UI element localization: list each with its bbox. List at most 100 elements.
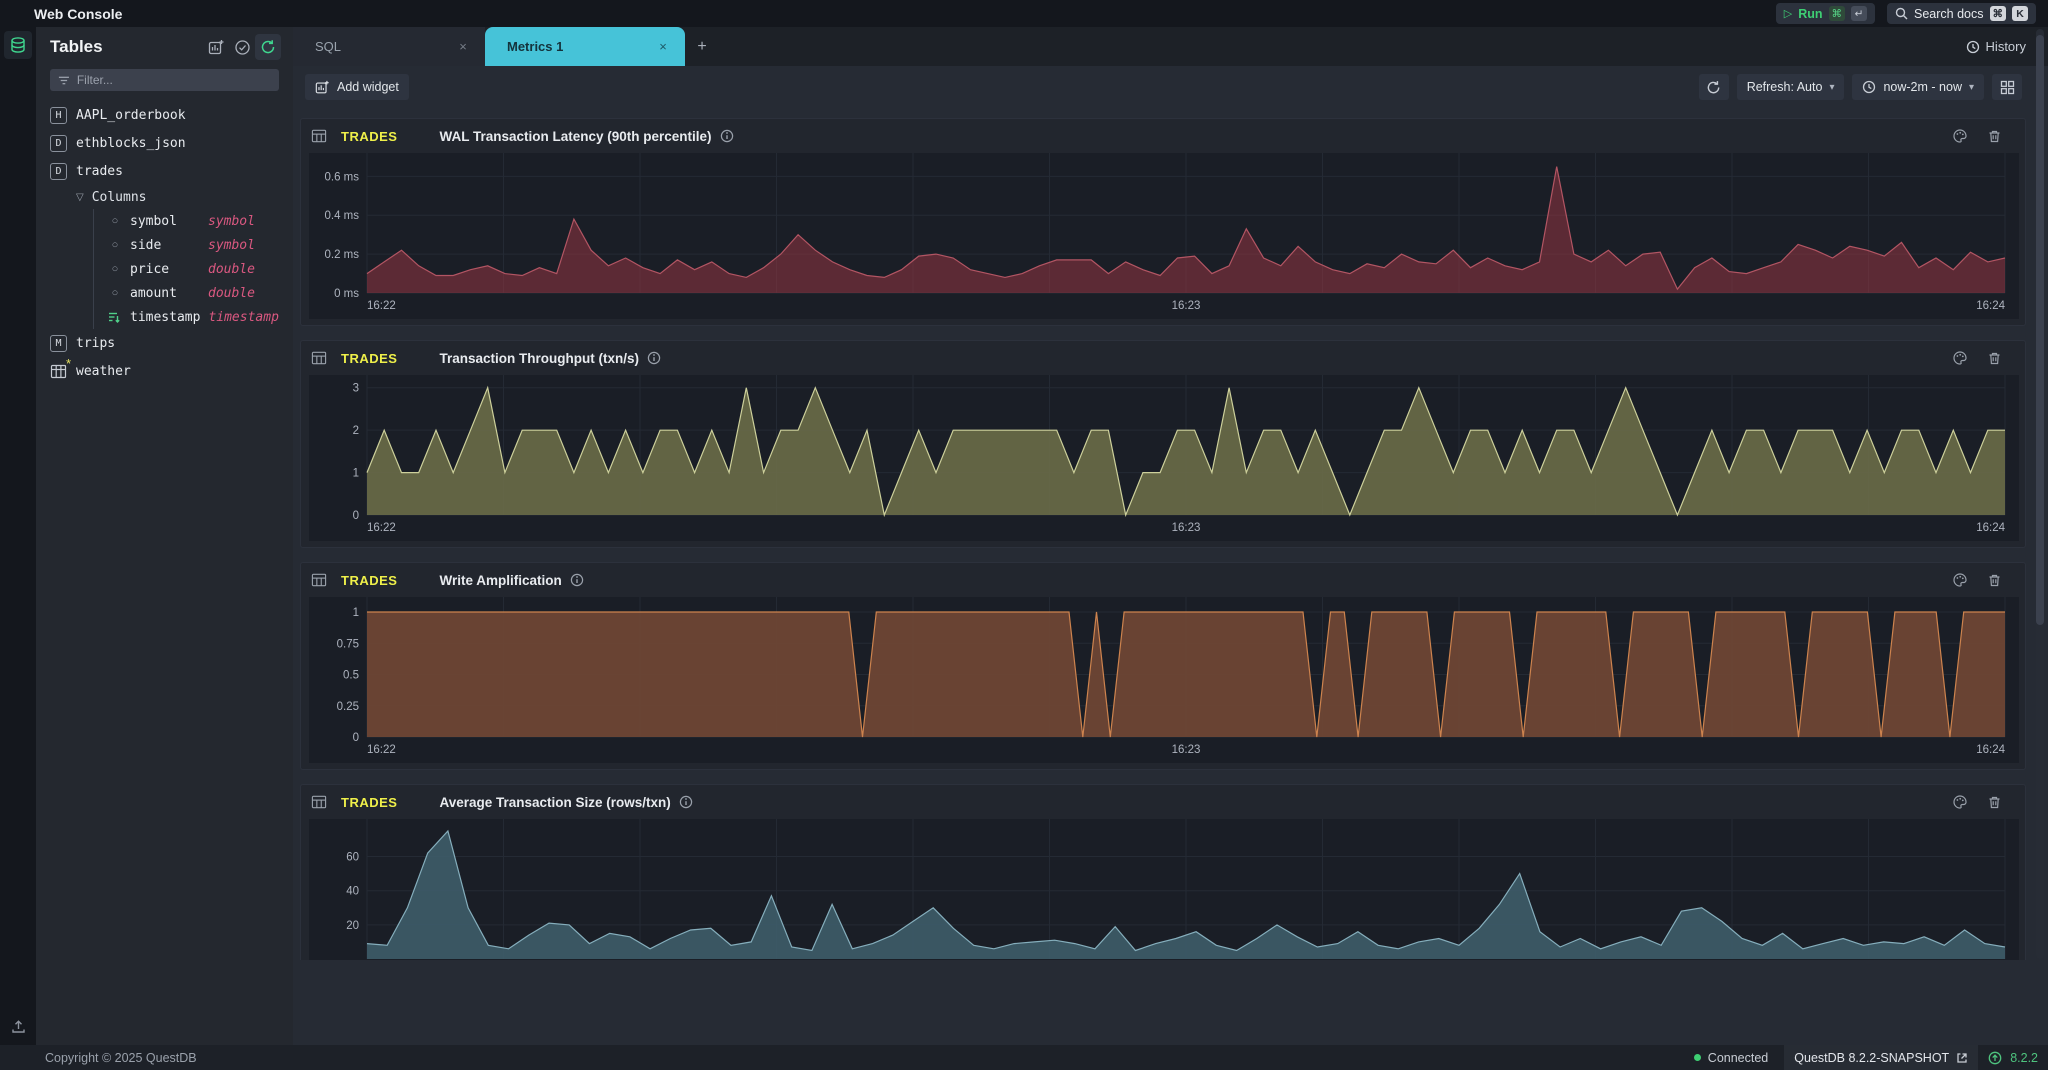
- palette-icon: [1953, 795, 1967, 809]
- color-palette-button[interactable]: [1947, 789, 1973, 815]
- columns-label: Columns: [91, 189, 147, 205]
- color-palette-button[interactable]: [1947, 345, 1973, 371]
- import-button[interactable]: [7, 1015, 29, 1037]
- filter-box[interactable]: [50, 69, 279, 91]
- table-grid-icon: [311, 350, 327, 366]
- chart-add-icon: [208, 39, 223, 54]
- tabs: SQL × Metrics 1 ×: [293, 27, 685, 66]
- palette-icon: [1953, 351, 1967, 365]
- y-tick-label: 3: [353, 383, 359, 395]
- database-icon: [11, 37, 25, 53]
- main-area: SQL × Metrics 1 × + History Add widget: [293, 27, 2048, 1045]
- column-row[interactable]: ○ price double: [94, 257, 293, 281]
- filter-icon: [58, 76, 69, 84]
- refresh-rate-dropdown[interactable]: Refresh: Auto ▾: [1736, 74, 1845, 100]
- delete-widget-button[interactable]: [1981, 123, 2007, 149]
- scrollbar-thumb[interactable]: [2036, 35, 2044, 625]
- new-tab-button[interactable]: +: [685, 27, 719, 66]
- add-widget-button[interactable]: Add widget: [305, 74, 409, 100]
- version-label: QuestDB 8.2.2-SNAPSHOT: [1794, 1050, 1950, 1065]
- refresh-icon: [261, 40, 275, 54]
- info-icon[interactable]: [647, 351, 661, 365]
- area-chart[interactable]: 0 0.25 0.5 0.75 1 16:22 16:23 16:24: [309, 597, 2019, 763]
- refresh-tables-button[interactable]: [255, 34, 281, 60]
- x-tick-label: 16:23: [1172, 522, 1201, 534]
- close-icon[interactable]: ×: [459, 39, 467, 54]
- asterisk-badge: *: [65, 355, 71, 371]
- left-rail: [0, 27, 36, 1045]
- y-tick-label: 20: [346, 920, 359, 932]
- column-type: double: [208, 285, 255, 301]
- column-row[interactable]: ○ symbol symbol: [94, 209, 293, 233]
- add-metrics-button[interactable]: [203, 34, 229, 60]
- area-chart[interactable]: 0 1 2 3 16:22 16:23 16:24: [309, 375, 2019, 541]
- columns-toggle[interactable]: ▽ Columns: [36, 185, 293, 209]
- plus-icon: +: [697, 37, 707, 55]
- area-line: [367, 611, 2005, 738]
- area-line: [366, 829, 2006, 952]
- delete-widget-button[interactable]: [1981, 789, 2007, 815]
- run-button[interactable]: ▷ Run ⌘ ↵: [1775, 3, 1876, 24]
- enter-key-badge: ↵: [1851, 6, 1868, 21]
- cmd-key-badge: ⌘: [1828, 6, 1846, 21]
- version-link[interactable]: QuestDB 8.2.2-SNAPSHOT: [1784, 1045, 1979, 1070]
- info-icon[interactable]: [570, 573, 584, 587]
- column-row[interactable]: ○ side symbol: [94, 233, 293, 257]
- color-palette-button[interactable]: [1947, 567, 1973, 593]
- upload-icon: [11, 1019, 25, 1033]
- x-tick-label: 16:24: [1976, 522, 2005, 534]
- close-icon[interactable]: ×: [659, 39, 667, 54]
- select-tables-button[interactable]: [229, 34, 255, 60]
- area-chart[interactable]: 0 ms 0.2 ms 0.4 ms 0.6 ms 16:22 16:23 16:24: [309, 153, 2019, 319]
- scrollbar[interactable]: [2036, 29, 2044, 959]
- tab-sql[interactable]: SQL ×: [293, 27, 485, 66]
- x-tick-label: 16:24: [1976, 300, 2005, 312]
- tables-panel: Tables: [36, 27, 293, 1045]
- database-nav-button[interactable]: [4, 31, 32, 59]
- x-tick-label: 16:22: [367, 300, 396, 312]
- x-tick-label: 16:23: [1172, 300, 1201, 312]
- widget-header: TRADES Average Transaction Size (rows/txn…: [301, 785, 2025, 819]
- area-fill: [367, 387, 2005, 515]
- info-icon[interactable]: [720, 129, 734, 143]
- history-button[interactable]: History: [1966, 27, 2026, 66]
- column-type-icon: ○: [111, 239, 119, 251]
- tab-label: SQL: [315, 39, 342, 54]
- column-type: symbol: [208, 237, 255, 253]
- refresh-dashboard-button[interactable]: [1698, 74, 1729, 100]
- x-tick-label: 16:22: [367, 522, 396, 534]
- update-icon[interactable]: [1988, 1051, 2002, 1065]
- tab-metrics-1[interactable]: Metrics 1 ×: [485, 27, 685, 66]
- widget-table-name: TRADES: [341, 794, 398, 810]
- column-row[interactable]: timestamp timestamp: [94, 305, 293, 329]
- grid-icon: [2000, 80, 2014, 94]
- grid-layout-button[interactable]: [1992, 74, 2022, 100]
- table-row[interactable]: H AAPL_orderbook: [36, 101, 293, 129]
- x-tick-label: 16:24: [1976, 744, 2005, 756]
- y-tick-label: 0.4 ms: [324, 210, 359, 222]
- widget-table-name: TRADES: [341, 128, 398, 144]
- palette-icon: [1953, 129, 1967, 143]
- tables-panel-title: Tables: [50, 37, 103, 56]
- delete-widget-button[interactable]: [1981, 345, 2007, 371]
- color-palette-button[interactable]: [1947, 123, 1973, 149]
- table-row[interactable]: * weather: [36, 355, 293, 385]
- search-docs-button[interactable]: Search docs ⌘ K: [1887, 3, 2036, 24]
- time-range-dropdown[interactable]: now-2m - now ▾: [1852, 74, 1984, 100]
- widget-table-name: TRADES: [341, 572, 398, 588]
- delete-widget-button[interactable]: [1981, 567, 2007, 593]
- column-name: timestamp: [130, 309, 201, 325]
- widgets-container: TRADES WAL Transaction Latency (90th perc…: [293, 108, 2048, 960]
- column-name: side: [130, 237, 162, 253]
- table-grid-icon: [311, 794, 327, 810]
- time-range-label: now-2m - now: [1883, 80, 1962, 94]
- column-type: double: [208, 261, 255, 277]
- column-row[interactable]: ○ amount double: [94, 281, 293, 305]
- filter-input[interactable]: [76, 73, 271, 87]
- info-icon[interactable]: [679, 795, 693, 809]
- y-tick-label: 0.75: [337, 638, 359, 650]
